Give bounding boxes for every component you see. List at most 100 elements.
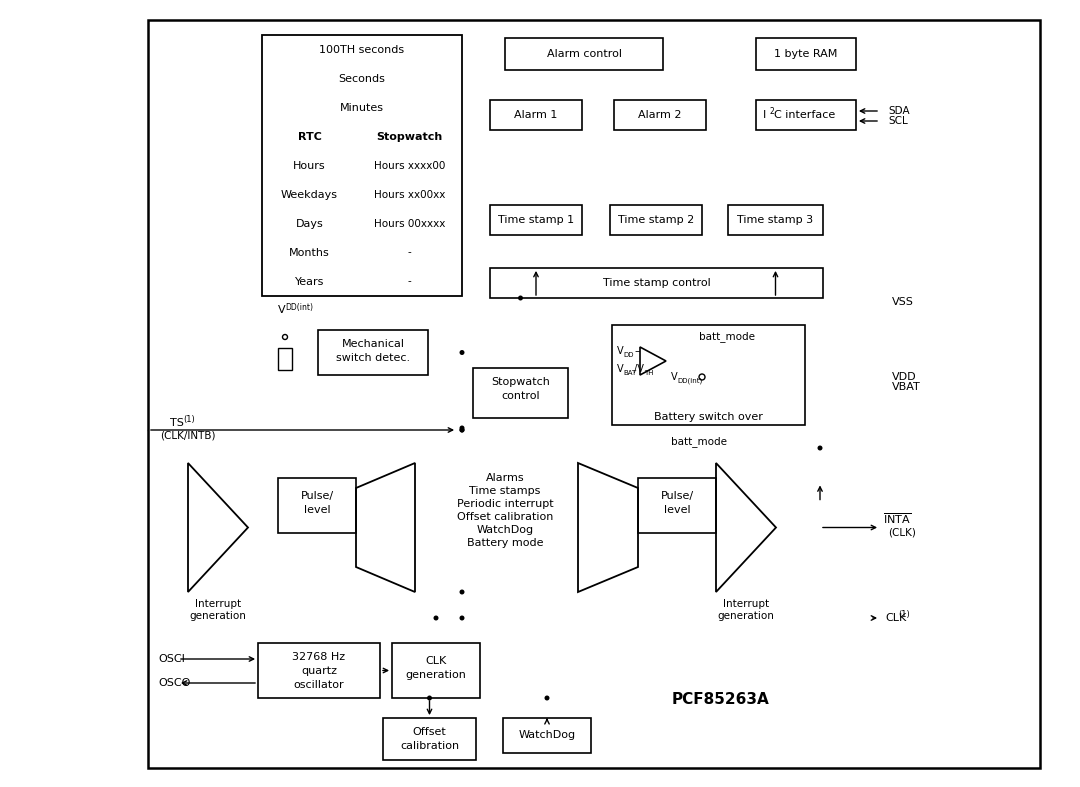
- Text: V: V: [278, 305, 285, 315]
- Text: -: -: [407, 276, 411, 286]
- Text: DD(int): DD(int): [285, 302, 313, 312]
- Text: C interface: C interface: [774, 110, 835, 120]
- Text: Battery switch over: Battery switch over: [654, 412, 762, 422]
- Text: 32768 Hz: 32768 Hz: [293, 652, 346, 662]
- Text: oscillator: oscillator: [294, 680, 345, 690]
- Text: OSCO: OSCO: [158, 678, 190, 688]
- Circle shape: [518, 295, 523, 301]
- Text: Alarm 1: Alarm 1: [514, 110, 557, 120]
- Text: Pulse/: Pulse/: [661, 491, 693, 501]
- Circle shape: [544, 696, 550, 700]
- Bar: [392, 643, 480, 698]
- Bar: [318, 330, 428, 375]
- Text: Years: Years: [295, 276, 324, 286]
- Text: Time stamps: Time stamps: [470, 486, 541, 496]
- Bar: [490, 100, 582, 130]
- Text: 100TH seconds: 100TH seconds: [320, 45, 405, 54]
- Text: Offset calibration: Offset calibration: [457, 512, 553, 522]
- Text: 1 byte RAM: 1 byte RAM: [774, 49, 838, 59]
- Bar: [278, 478, 356, 533]
- Text: TH: TH: [644, 370, 653, 376]
- Text: level: level: [664, 505, 690, 515]
- Text: V: V: [617, 346, 623, 356]
- Text: -: -: [407, 247, 411, 257]
- Bar: [615, 100, 706, 130]
- Bar: [262, 35, 462, 296]
- Text: generation: generation: [406, 670, 467, 680]
- Text: CLK: CLK: [885, 613, 906, 623]
- Text: generation: generation: [717, 611, 774, 621]
- Text: 2: 2: [769, 106, 773, 116]
- Bar: [490, 205, 582, 235]
- Bar: [258, 643, 380, 698]
- Text: Offset: Offset: [413, 727, 446, 737]
- Text: V: V: [617, 364, 623, 374]
- Text: DD: DD: [623, 352, 634, 358]
- Circle shape: [459, 426, 464, 430]
- Bar: [473, 368, 568, 418]
- Text: WatchDog: WatchDog: [476, 525, 534, 535]
- Bar: [610, 205, 702, 235]
- Bar: [278, 348, 292, 370]
- Text: /V: /V: [634, 364, 644, 374]
- Text: $\overline{\mathrm{INTA}}$: $\overline{\mathrm{INTA}}$: [883, 512, 912, 526]
- Circle shape: [427, 696, 432, 700]
- Text: Time stamp 1: Time stamp 1: [498, 215, 575, 225]
- Text: BAT: BAT: [623, 370, 636, 376]
- Text: OSCI: OSCI: [158, 654, 185, 664]
- Text: quartz: quartz: [301, 666, 337, 676]
- Text: Alarm control: Alarm control: [546, 49, 621, 59]
- Text: Hours xxxx00: Hours xxxx00: [374, 161, 445, 171]
- Text: Time stamp control: Time stamp control: [603, 278, 711, 288]
- Bar: [503, 718, 591, 753]
- Bar: [756, 38, 856, 70]
- Text: RTC: RTC: [298, 131, 322, 142]
- Text: Alarm 2: Alarm 2: [638, 110, 681, 120]
- Circle shape: [818, 445, 823, 450]
- Text: (CLK/INTB): (CLK/INTB): [160, 430, 216, 440]
- Text: Minutes: Minutes: [340, 102, 384, 113]
- Text: Hours xx00xx: Hours xx00xx: [374, 190, 445, 199]
- Text: Stopwatch: Stopwatch: [491, 377, 550, 387]
- Text: DD(int): DD(int): [677, 378, 702, 384]
- Text: Time stamp 3: Time stamp 3: [738, 215, 813, 225]
- Text: SDA: SDA: [888, 106, 909, 116]
- Circle shape: [459, 427, 464, 433]
- Text: VDD: VDD: [892, 372, 917, 382]
- Text: Alarms: Alarms: [486, 473, 524, 483]
- Text: WatchDog: WatchDog: [518, 730, 576, 741]
- Text: V: V: [671, 372, 677, 382]
- Text: calibration: calibration: [400, 741, 459, 751]
- Text: Battery mode: Battery mode: [467, 538, 543, 548]
- Text: Seconds: Seconds: [338, 73, 386, 83]
- Bar: [638, 478, 716, 533]
- Text: TS: TS: [170, 418, 184, 428]
- Bar: [612, 325, 805, 425]
- Circle shape: [459, 350, 464, 355]
- Text: Months: Months: [289, 247, 329, 257]
- Text: SCL: SCL: [888, 116, 908, 126]
- Circle shape: [459, 589, 464, 594]
- Text: Mechanical: Mechanical: [341, 339, 405, 349]
- Text: Stopwatch: Stopwatch: [376, 131, 443, 142]
- Circle shape: [459, 427, 464, 433]
- Text: batt_mode: batt_mode: [671, 437, 727, 448]
- Text: Hours 00xxxx: Hours 00xxxx: [374, 219, 445, 228]
- Text: Hours: Hours: [293, 161, 326, 171]
- Text: (1): (1): [183, 415, 194, 423]
- Text: Interrupt: Interrupt: [723, 599, 769, 609]
- Circle shape: [459, 615, 464, 620]
- Bar: [756, 100, 856, 130]
- Text: Weekdays: Weekdays: [281, 190, 338, 199]
- Text: batt_mode: batt_mode: [699, 331, 755, 342]
- Text: VSS: VSS: [892, 297, 914, 307]
- Text: level: level: [303, 505, 330, 515]
- Text: Time stamp 2: Time stamp 2: [618, 215, 694, 225]
- Bar: [383, 718, 476, 760]
- Bar: [728, 205, 823, 235]
- Text: control: control: [501, 391, 540, 401]
- Text: (1): (1): [897, 609, 909, 619]
- Text: PCF85263A: PCF85263A: [671, 693, 769, 708]
- Text: Interrupt: Interrupt: [194, 599, 241, 609]
- Text: (CLK): (CLK): [888, 527, 916, 538]
